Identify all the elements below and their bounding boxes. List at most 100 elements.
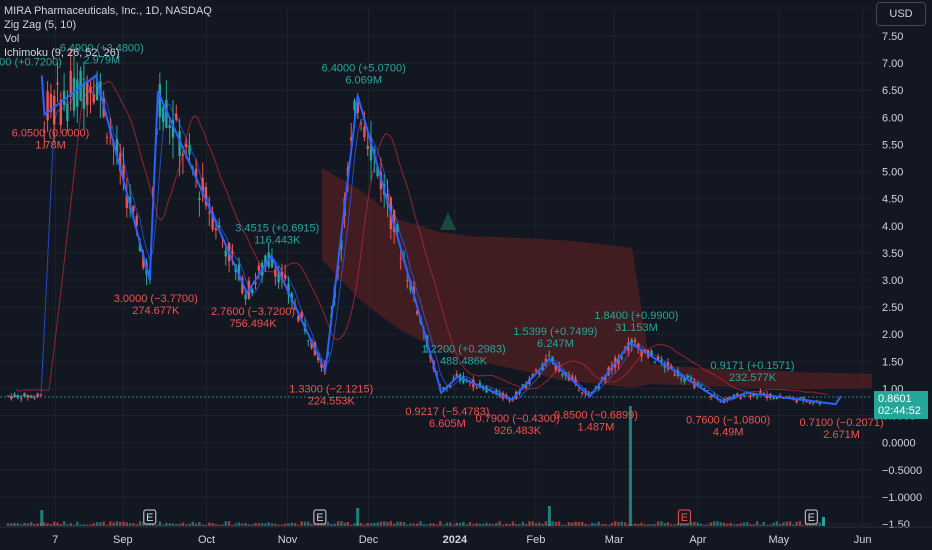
volume-bar xyxy=(175,524,178,526)
volume-bar xyxy=(538,522,541,526)
annotation-change: 2.7600 (−3.7200) xyxy=(211,306,295,318)
x-tick-label: Feb xyxy=(526,534,545,546)
candle-body xyxy=(13,394,16,398)
volume-bar xyxy=(597,521,600,526)
volume-bar xyxy=(429,523,432,526)
volume-bar xyxy=(181,522,185,526)
candle-body xyxy=(254,281,257,285)
annotation-change: 1.8400 (+0.9900) xyxy=(594,310,678,322)
candle-body xyxy=(82,82,86,109)
y-tick-label: −0.5000 xyxy=(882,465,922,477)
volume-bar xyxy=(759,524,762,526)
volume-bar xyxy=(732,524,736,526)
candle-body xyxy=(449,385,452,387)
x-tick-label: Nov xyxy=(278,534,298,546)
volume-bar xyxy=(650,524,653,526)
legend-volume[interactable]: Vol xyxy=(4,33,20,45)
annotation-change: 1.5399 (+0.7499) xyxy=(513,326,597,338)
candle-body xyxy=(577,390,581,392)
annotation-change: 0.7100 (−0.2071) xyxy=(800,417,884,429)
y-tick-label: 1.50 xyxy=(882,356,903,368)
volume-bar xyxy=(69,523,72,526)
candle-body xyxy=(620,357,623,359)
volume-bar xyxy=(554,521,557,526)
candle-body xyxy=(46,91,49,121)
volume-bar xyxy=(465,524,468,526)
volume-bar xyxy=(458,522,462,526)
volume-bar xyxy=(135,524,138,526)
volume-bar xyxy=(693,521,696,526)
volume-bar xyxy=(326,521,330,526)
volume-bar xyxy=(86,524,89,526)
volume-bar xyxy=(495,523,498,526)
candle-body xyxy=(399,258,402,260)
volume-bar xyxy=(696,522,699,526)
volume-bar xyxy=(287,523,290,526)
volume-bar xyxy=(254,522,257,526)
x-tick-label: Mar xyxy=(605,534,624,546)
volume-bar xyxy=(729,522,732,526)
candle-body xyxy=(241,277,244,294)
volume-bar xyxy=(818,522,821,526)
volume-bar xyxy=(815,524,818,526)
volume-bar xyxy=(198,521,201,526)
candle-body xyxy=(297,315,300,321)
candle-body xyxy=(244,295,247,300)
volume-bar xyxy=(43,522,46,526)
candle-body xyxy=(86,82,89,105)
volume-bar xyxy=(742,522,746,526)
volume-bar xyxy=(297,524,300,526)
volume-bar xyxy=(653,524,656,526)
legend-symbol[interactable]: MIRA Pharmaceuticals, Inc., 1D, NASDAQ xyxy=(4,5,212,17)
volume-bar xyxy=(188,523,191,526)
time-axis[interactable]: 7 Sep Oct Nov Dec 2024 Feb Mar Apr May Jun xyxy=(0,526,932,546)
volume-bar xyxy=(317,524,320,526)
volume-bar xyxy=(366,522,369,526)
volume-bar xyxy=(152,523,155,526)
price-axis[interactable]: 7.50 7.00 6.50 6.00 5.50 5.00 4.50 4.00 3.50 3.00… xyxy=(882,31,922,531)
volume-bar xyxy=(379,521,383,526)
volume-bar xyxy=(336,521,340,526)
candle-body xyxy=(251,288,254,293)
candle-body xyxy=(115,139,119,156)
annotation-volume: 488.486K xyxy=(440,356,488,368)
candle-body xyxy=(284,274,287,279)
volume-bar xyxy=(802,524,805,526)
candle-body xyxy=(554,363,557,370)
volume-bar xyxy=(343,522,346,526)
volume-bar xyxy=(99,522,102,526)
volume-bar xyxy=(716,521,719,526)
candle-body xyxy=(392,210,396,233)
candle-body xyxy=(551,356,554,362)
legend-ichimoku[interactable]: Ichimoku (9, 26, 52, 26) xyxy=(4,47,120,59)
volume-bar xyxy=(333,523,336,526)
currency-button[interactable]: USD xyxy=(876,2,926,26)
volume-bar xyxy=(713,521,716,526)
volume-bar xyxy=(478,523,482,526)
volume-bar xyxy=(623,522,627,526)
earnings-marker xyxy=(804,509,818,525)
candle-body xyxy=(666,362,670,369)
candle-body xyxy=(274,269,277,277)
volume-bar xyxy=(112,522,115,526)
volume-bar xyxy=(204,524,208,526)
candle-body xyxy=(696,382,699,386)
volume-bar xyxy=(607,524,610,526)
volume-bar xyxy=(303,521,307,526)
volume-bar xyxy=(293,523,297,526)
candle-body xyxy=(524,383,528,389)
volume-bar xyxy=(736,524,739,526)
candle-body xyxy=(683,377,686,382)
legend-zigzag[interactable]: Zig Zag (5, 10) xyxy=(4,19,77,31)
y-tick-label: 4.50 xyxy=(882,194,903,206)
candle-body xyxy=(689,377,693,380)
volume-bar xyxy=(16,523,20,526)
volume-bar xyxy=(350,524,353,526)
earnings-marker-label: E xyxy=(681,512,688,524)
volume-bar xyxy=(488,523,491,526)
volume-bar xyxy=(369,523,373,526)
candle-body xyxy=(99,81,102,96)
annotation-volume: 1.78M xyxy=(35,140,66,152)
x-tick-label: Jun xyxy=(854,534,872,546)
